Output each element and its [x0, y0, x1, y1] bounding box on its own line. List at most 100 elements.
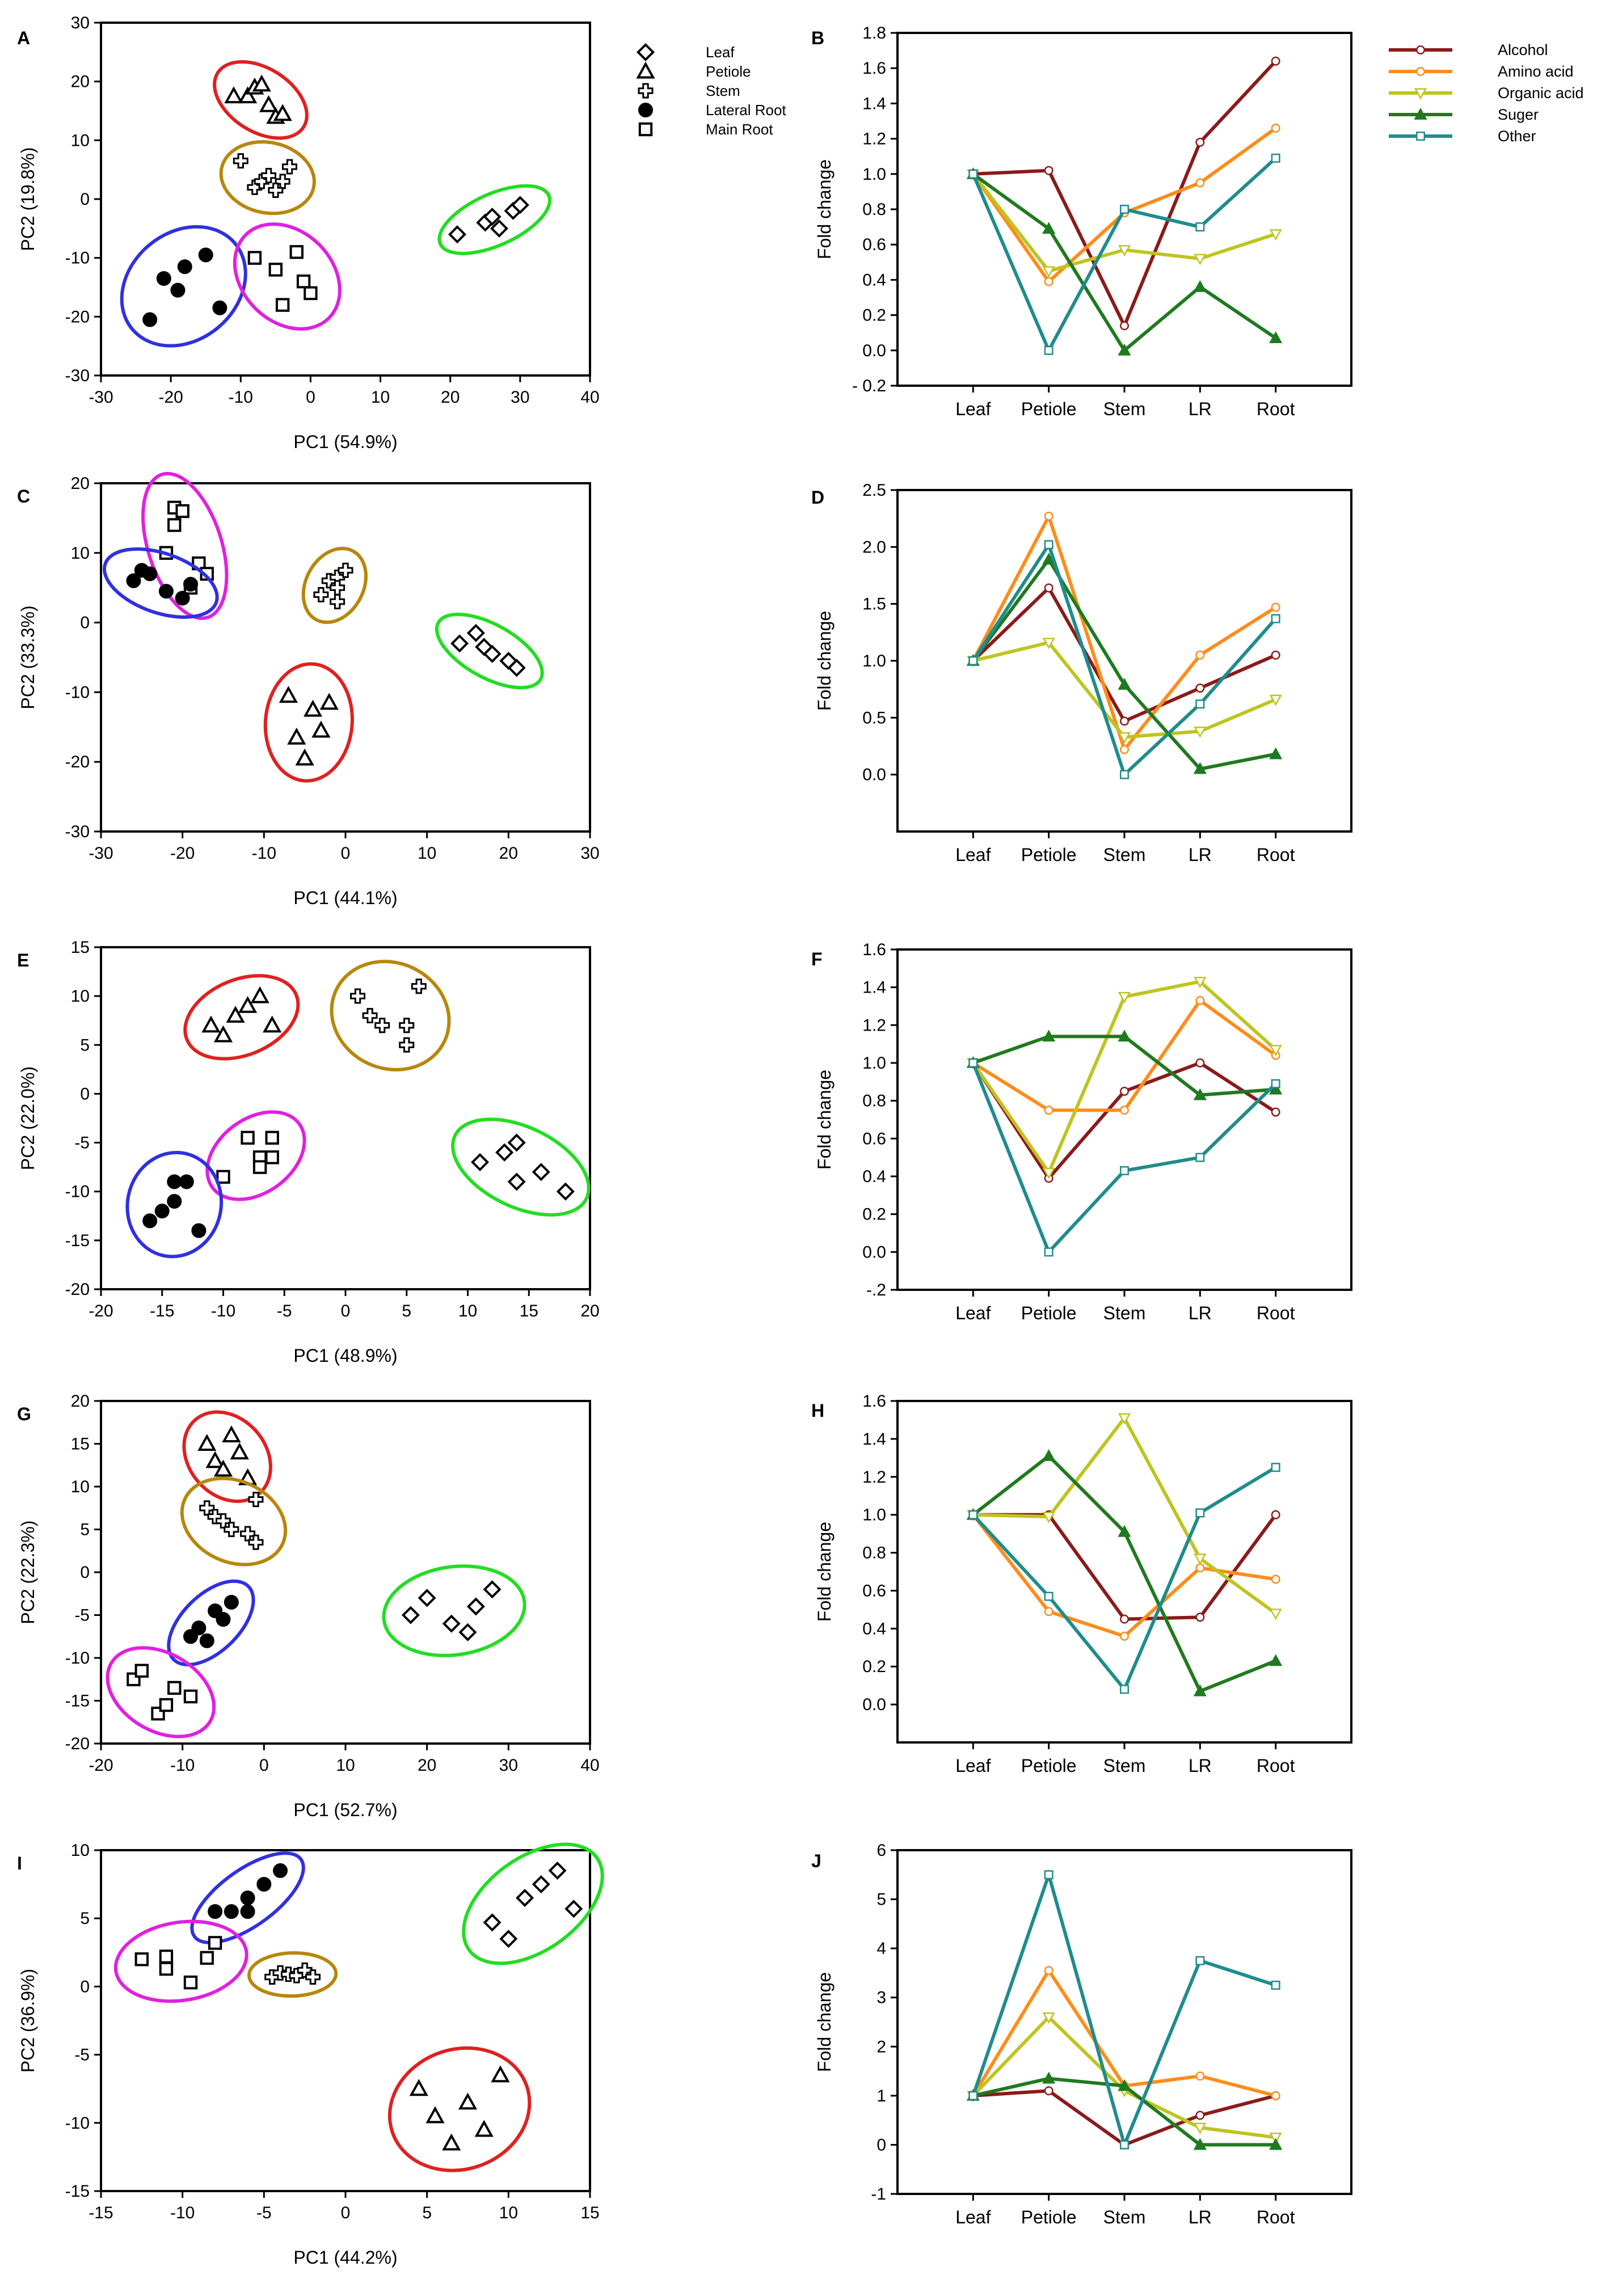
ellipse-lateral-root — [125, 1150, 224, 1259]
x-tick-label: Stem — [1103, 1303, 1146, 1323]
series-point-suger — [1118, 343, 1131, 356]
y-tick-label: 10 — [71, 1841, 90, 1860]
point-petiole — [311, 720, 331, 738]
y-tick-label: 0.4 — [862, 1619, 886, 1638]
x-axis-label: PC1 (44.1%) — [293, 888, 397, 908]
point-stem — [248, 1492, 264, 1508]
series-point-other — [1271, 1079, 1280, 1088]
y-tick-label: -15 — [65, 1231, 90, 1250]
point-lateral-root — [167, 1193, 182, 1209]
series-point-other — [1195, 1508, 1205, 1518]
y-tick-label: 0.0 — [862, 1243, 886, 1261]
x-axis-label: PC1 (44.2%) — [293, 2247, 397, 2268]
x-tick-label: LR — [1189, 1303, 1212, 1323]
series-point-organic-acid — [1269, 2132, 1282, 2145]
series-line-alcohol — [972, 586, 1276, 723]
point-lateral-root — [183, 577, 199, 592]
y-tick-label: 0.6 — [862, 235, 886, 254]
x-tick-label: -10 — [211, 1302, 235, 1320]
x-tick-label: -10 — [170, 1756, 195, 1775]
x-tick-label: 20 — [418, 1756, 436, 1775]
series-point-organic-acid — [1194, 2122, 1207, 2134]
ellipse-main-root — [141, 471, 229, 621]
series-point-alcohol — [1120, 1087, 1129, 1096]
series-point-amino-acid — [1044, 1105, 1053, 1115]
y-tick-label: 1.0 — [862, 165, 886, 184]
y-tick-label: -10 — [65, 249, 90, 268]
point-lateral-root — [175, 590, 190, 606]
point-petiole — [238, 996, 258, 1013]
panel-label-A: A — [17, 28, 30, 48]
point-leaf — [511, 196, 529, 214]
y-tick-label: 1.4 — [862, 1430, 886, 1449]
point-leaf — [516, 1889, 534, 1907]
y-tick-label: -10 — [65, 683, 90, 702]
x-tick-label: 0 — [259, 1756, 269, 1775]
series-point-alcohol — [1044, 583, 1053, 593]
series-point-amino-acid — [1195, 996, 1205, 1005]
x-tick-label: Petiole — [1021, 1303, 1077, 1323]
series-point-alcohol — [1271, 650, 1280, 660]
series-point-alcohol — [1120, 716, 1129, 726]
ellipse-lateral-root — [120, 225, 247, 348]
point-leaf — [483, 208, 502, 226]
y-tick-label: 20 — [71, 1392, 90, 1411]
point-main-root — [134, 1664, 149, 1678]
series-point-organic-acid — [1194, 977, 1207, 989]
y-tick-label: 20 — [71, 474, 90, 493]
x-tick-label: Leaf — [955, 1755, 991, 1776]
point-petiole — [458, 2092, 478, 2110]
y-tick-label: -15 — [65, 2182, 90, 2201]
series-point-other — [1271, 1981, 1280, 1990]
point-main-root — [167, 518, 182, 532]
ellipse-stem — [301, 547, 368, 624]
series-point-suger — [1269, 1654, 1283, 1666]
y-tick-label: 0 — [80, 1977, 90, 1996]
point-leaf — [483, 1580, 502, 1599]
x-tick-label: Stem — [1103, 2207, 1146, 2227]
point-leaf — [466, 623, 485, 643]
point-stem — [374, 1018, 390, 1033]
point-lateral-root — [142, 312, 158, 327]
series-point-suger — [1118, 1525, 1131, 1537]
point-petiole — [491, 2065, 510, 2083]
x-tick-label: 20 — [441, 388, 460, 407]
y-tick-label: -10 — [65, 1183, 90, 1201]
series-point-amino-acid — [1044, 1966, 1053, 1976]
series-point-other — [1044, 1247, 1053, 1257]
legend-marker-alcohol — [1416, 45, 1425, 54]
series-point-amino-acid — [1195, 650, 1205, 660]
y-tick-label: 15 — [71, 938, 90, 957]
point-main-root — [208, 1936, 222, 1950]
series-point-other — [968, 169, 978, 179]
x-tick-label: -5 — [256, 2204, 272, 2222]
legend-marker-suger — [1414, 108, 1427, 120]
point-lateral-root — [224, 1904, 239, 1919]
point-main-root — [296, 274, 311, 289]
series-point-amino-acid — [1120, 1631, 1129, 1641]
y-tick-label: -10 — [65, 1649, 90, 1668]
point-stem — [240, 1526, 256, 1542]
x-axis-label: PC1 (54.9%) — [293, 432, 397, 452]
series-point-amino-acid — [1195, 2071, 1205, 2081]
point-lateral-root — [224, 1594, 239, 1610]
y-tick-label: -5 — [74, 1606, 90, 1625]
panel-label-G: G — [17, 1404, 31, 1424]
x-tick-label: 15 — [520, 1302, 538, 1320]
y-tick-label: 0.0 — [862, 341, 886, 360]
y-tick-label: 30 — [71, 14, 90, 32]
x-tick-label: 0 — [341, 1302, 351, 1320]
point-main-root — [134, 1952, 149, 1966]
series-point-organic-acid — [1042, 2012, 1055, 2024]
x-tick-label: Leaf — [955, 2207, 991, 2227]
plot-frame-A — [100, 22, 591, 377]
y-tick-label: 3 — [876, 1989, 886, 2007]
point-stem — [330, 594, 345, 610]
y-tick-label: 1.2 — [862, 130, 886, 149]
panel-label-H: H — [811, 1400, 824, 1421]
y-tick-label: 5 — [80, 1521, 90, 1539]
point-leaf — [548, 1862, 567, 1880]
y-tick-label: 1.0 — [862, 1506, 886, 1525]
y-tick-label: 1.6 — [862, 1392, 886, 1411]
y-axis-label: PC2 (33.3%) — [18, 605, 38, 709]
